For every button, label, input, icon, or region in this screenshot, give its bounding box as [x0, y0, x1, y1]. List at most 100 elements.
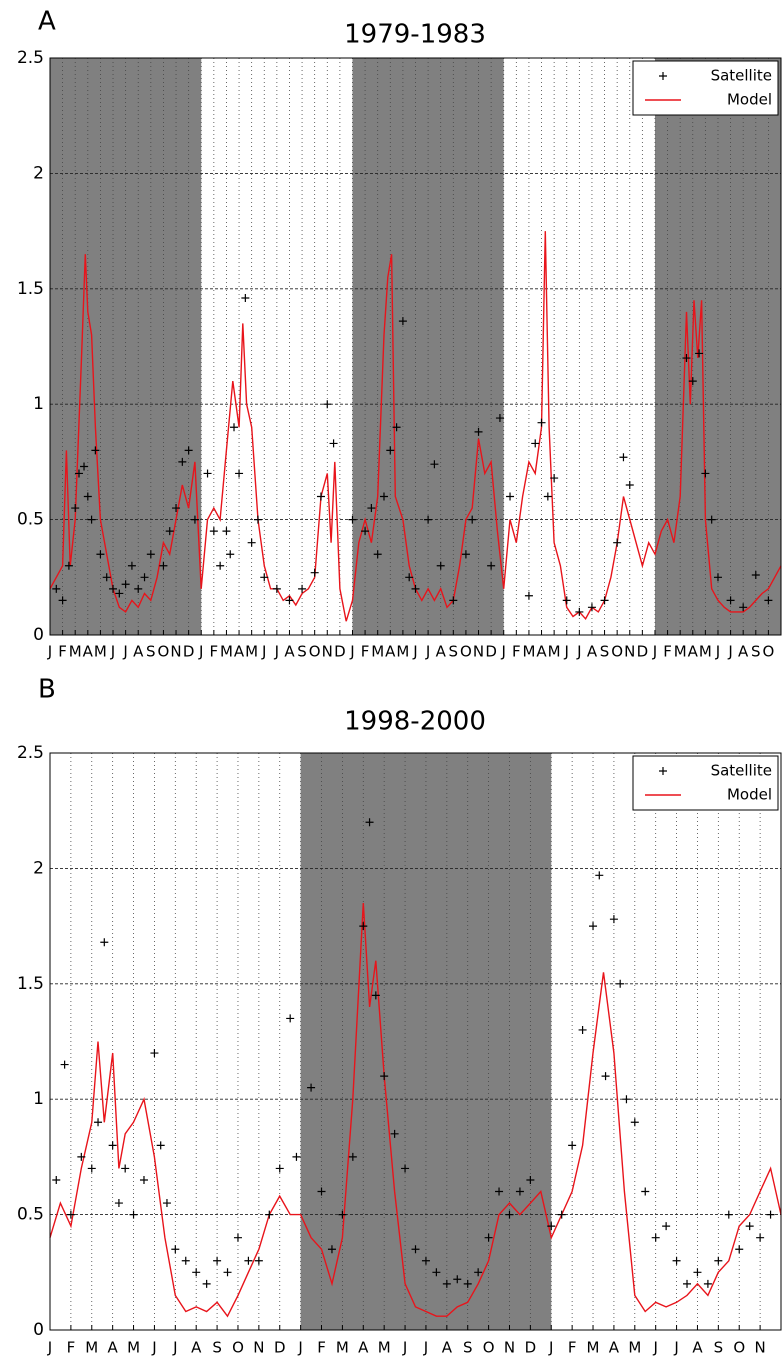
satellite-point — [506, 492, 515, 501]
satellite-point — [209, 527, 218, 536]
x-tick-label: A — [738, 643, 749, 661]
x-tick-label: O — [158, 643, 170, 661]
x-tick-label: F — [361, 643, 370, 661]
x-tick-label: D — [525, 1339, 537, 1357]
y-tick-label: 1.5 — [17, 279, 44, 299]
satellite-point — [361, 527, 370, 536]
satellite-point — [114, 1199, 123, 1208]
y-tick-label: 2 — [33, 163, 44, 183]
satellite-point — [181, 1256, 190, 1265]
satellite-point — [316, 492, 325, 501]
x-tick-label: O — [762, 643, 774, 661]
satellite-point — [71, 504, 80, 513]
satellite-point — [127, 561, 136, 570]
x-tick-label: M — [336, 1339, 349, 1357]
x-tick-label: A — [536, 643, 547, 661]
satellite-point — [468, 515, 477, 524]
satellite-point — [329, 439, 338, 448]
satellite-point — [616, 979, 625, 988]
satellite-point — [275, 1164, 284, 1173]
satellite-point — [461, 550, 470, 559]
plot-frame — [49, 752, 782, 1331]
satellite-point — [203, 469, 212, 478]
chart-title: 1979-1983 — [344, 20, 486, 50]
x-tick-label: N — [504, 1339, 515, 1357]
satellite-point — [244, 1256, 253, 1265]
satellite-point — [613, 538, 622, 547]
satellite-point — [682, 354, 691, 363]
x-tick-label: A — [436, 643, 447, 661]
x-tick-label: J — [122, 643, 127, 661]
satellite-point — [348, 1152, 357, 1161]
satellite-point — [524, 591, 533, 600]
x-tick-label: O — [611, 643, 623, 661]
satellite-point — [139, 1175, 148, 1184]
x-tick-label: A — [609, 1339, 620, 1357]
x-tick-label: F — [67, 1339, 76, 1357]
satellite-point — [739, 603, 748, 612]
y-tick-label: 2.5 — [17, 48, 44, 68]
x-tick-label: O — [232, 1339, 244, 1357]
x-tick-label: M — [127, 1339, 140, 1357]
satellite-point — [714, 1256, 723, 1265]
x-tick-label: A — [442, 1339, 453, 1357]
satellite-point — [87, 515, 96, 524]
satellite-point — [265, 1210, 274, 1219]
x-tick-label: S — [297, 643, 307, 661]
satellite-point — [286, 1014, 295, 1023]
x-tick-label: A — [83, 643, 94, 661]
satellite-point — [703, 1279, 712, 1288]
satellite-point — [622, 1095, 631, 1104]
y-tick-label: 2.5 — [17, 743, 44, 763]
satellite-point — [230, 423, 239, 432]
y-tick-label: 1 — [33, 1089, 44, 1109]
x-tick-label: F — [58, 643, 67, 661]
satellite-point — [134, 584, 143, 593]
y-tick-label: 1.5 — [17, 974, 44, 994]
satellite-point — [693, 1268, 702, 1277]
satellite-point — [178, 457, 187, 466]
x-tick-label: J — [548, 1339, 553, 1357]
satellite-point — [213, 1256, 222, 1265]
satellite-point — [226, 550, 235, 559]
legend-box — [632, 60, 779, 116]
satellite-point — [359, 922, 368, 931]
satellite-point — [505, 1210, 514, 1219]
satellite-point — [487, 561, 496, 570]
x-tick-label: J — [349, 643, 354, 661]
satellite-point — [766, 1210, 775, 1219]
satellite-point — [77, 1152, 86, 1161]
x-tick-label: D — [485, 643, 497, 661]
satellite-point — [60, 1060, 69, 1069]
satellite-point — [550, 474, 559, 483]
legend-label: Satellite — [711, 67, 772, 85]
x-tick-label: O — [460, 643, 472, 661]
satellite-point — [424, 515, 433, 524]
satellite-point — [307, 1083, 316, 1092]
x-tick-label: J — [412, 643, 417, 661]
x-tick-label: N — [253, 1339, 264, 1357]
satellite-point — [474, 427, 483, 436]
x-tick-label: O — [733, 1339, 745, 1357]
x-tick-label: D — [274, 1339, 286, 1357]
satellite-point — [327, 1245, 336, 1254]
satellite-point — [401, 1164, 410, 1173]
x-tick-label: J — [652, 1339, 657, 1357]
satellite-point — [292, 1152, 301, 1161]
satellite-point — [495, 414, 504, 423]
x-tick-label: J — [727, 643, 732, 661]
satellite-point — [547, 1222, 556, 1231]
satellite-point — [411, 1245, 420, 1254]
satellite-point — [651, 1233, 660, 1242]
y-tick-label: 0.5 — [17, 510, 44, 530]
x-tick-label: J — [47, 1339, 52, 1357]
satellite-point — [285, 596, 294, 605]
satellite-point — [146, 550, 155, 559]
x-tick-label: J — [425, 643, 430, 661]
satellite-point — [421, 1256, 430, 1265]
x-tick-label: N — [473, 643, 484, 661]
satellite-point — [609, 915, 618, 924]
satellite-point — [310, 568, 319, 577]
